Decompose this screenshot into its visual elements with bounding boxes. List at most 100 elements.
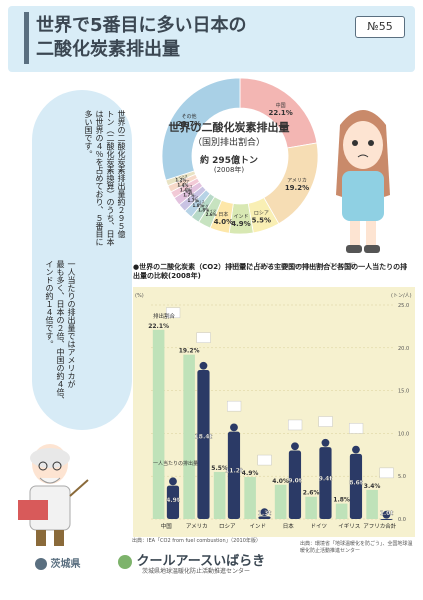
bar-chart: 0.0 5.0 10.0 15.0 20.0 25.0 (トン/人) (%) 22.1% 4.9t…: [133, 287, 415, 537]
pie-slice-name: アメリカ: [287, 178, 307, 184]
share-bar-label: 19.2%: [179, 348, 200, 355]
person-head: [260, 508, 269, 517]
share-bar: [183, 354, 195, 519]
globe-icon: [118, 554, 132, 569]
pie-slice-name: 中国: [276, 102, 286, 109]
footer-source: 出典：環境省「地球温暖化を防ごう」、全国地球温暖化防止活動推進センター: [300, 541, 413, 554]
footer-prefecture: 茨城県: [35, 555, 80, 570]
per-capita-label: 9.4t: [319, 476, 333, 483]
share-bar: [244, 477, 256, 519]
pie-source: 出典：IEA「CO2 from fuel combustion」（2010年版）: [230, 263, 359, 269]
person-body: [380, 518, 393, 520]
flag-icon: [379, 467, 394, 479]
person-body: [166, 485, 180, 519]
person-head: [199, 361, 208, 370]
pie-slice-name: その他: [182, 113, 197, 120]
person-head: [321, 438, 330, 447]
thinking-girl-illustration: [336, 110, 390, 253]
pie-chart: 中国22.1%アメリカ19.2%ロシア5.5%インド4.9%日本4.0%ドイツ2…: [161, 77, 319, 235]
share-bar: [366, 489, 378, 519]
share-bar-label: 4.0%: [272, 478, 289, 485]
intro-bubble: [32, 90, 132, 430]
category-label: ロシア: [219, 523, 236, 530]
pie-slice-name: メキシコ: [179, 185, 193, 189]
person-body: [319, 447, 332, 519]
pie-slice-value: 1.7%: [188, 198, 199, 203]
person-head: [352, 445, 360, 454]
header-accent-bar: [24, 12, 29, 64]
prefecture-name: 茨城県: [50, 559, 81, 570]
pie-slice-name: ロシア: [254, 210, 269, 216]
person-body: [227, 431, 241, 519]
pie-subtitle: （国別排出割合）: [192, 138, 265, 148]
pie-slice-value: 1.8%: [198, 207, 209, 212]
category-label: アメリカ: [186, 523, 208, 530]
share-bar: [274, 484, 287, 519]
flag-icon: [349, 423, 364, 434]
pie-slice-value: 29.7%: [177, 120, 201, 128]
pie-slice-value: 1.4%: [180, 188, 191, 193]
pie-slice-value: 22.1%: [269, 109, 293, 117]
per-capita-label: 8.6t: [349, 480, 363, 487]
pie-slice-value: 5.5%: [252, 216, 271, 224]
prefecture-logo-icon: [35, 558, 47, 570]
flag-icon: [196, 332, 211, 343]
y-tick-right: 0.0: [398, 517, 406, 523]
category-label: 中国: [161, 522, 173, 530]
per-capita-label: 1.3t: [258, 510, 272, 517]
pie-year: (2008年): [213, 166, 245, 174]
intro-col-5: 一人当たりの排出量ではアメリカが: [67, 260, 76, 388]
pie-slice-name: 日本: [218, 211, 228, 218]
right-unit-label: (トン/人): [391, 293, 412, 299]
intro-col-4: 多い国です。: [84, 110, 93, 158]
share-bar-label: 2.6%: [303, 490, 320, 497]
title-line-2: 二酸化炭素排出量: [36, 39, 180, 60]
brand-name: クールアースいばらき: [136, 554, 266, 569]
header-banner: 世界で5番目に多い日本の 二酸化炭素排出量 №55: [8, 6, 415, 72]
person-body: [258, 516, 271, 519]
person-head: [291, 442, 299, 451]
person-head: [230, 423, 238, 432]
person-body: [197, 370, 210, 519]
footer-brand: クールアースいばらき: [118, 550, 265, 569]
intro-col-7: インドの約１４倍です。: [45, 260, 54, 348]
share-bar-label: 3.4%: [364, 483, 381, 490]
pie-total: 約 295億トン: [200, 156, 258, 166]
share-bar: [305, 496, 317, 519]
category-label: インド: [249, 524, 266, 530]
bar-chart-title: ●世界の二酸化炭素（CO2）排出量に占める主要国の排出割合と各国の一人当たりの排…: [133, 263, 408, 280]
share-bar-label: 22.1%: [148, 323, 169, 330]
pie-slice-value: 1.4%: [177, 183, 188, 188]
category-label: イギリス: [338, 523, 360, 530]
pie-slice-name: イタリア: [176, 179, 190, 184]
per-capita-series-label: 一人当たりの排出量: [153, 460, 198, 467]
person-body: [349, 453, 363, 519]
left-unit-label: (%): [135, 293, 144, 299]
intro-col-1: 世界の二酸化炭素排出量約２９５億: [117, 110, 126, 238]
pie-slice-name: ドイツ: [206, 209, 217, 213]
flag-icon: [257, 454, 272, 466]
pie-slice-name: イギリス: [191, 199, 205, 204]
intro-col-6: 最も多く、日本の２倍、中国の約４倍、: [56, 260, 65, 404]
pie-slice-value: 2.6%: [206, 212, 217, 217]
intro-col-2: トン（二酸化炭素換算）のうち、日本: [106, 110, 115, 246]
pie-slice-value: 19.2%: [285, 184, 309, 192]
intro-col-3: は世界の４％を占めており、５番目に: [95, 110, 104, 246]
pie-slice-name: カナダ: [199, 203, 210, 208]
professor-illustration: [18, 444, 89, 546]
pie-title: 世界の二酸化炭素排出量: [168, 121, 290, 134]
per-capita-label: 18.4t: [195, 433, 213, 440]
pie-slice-value: 4.9%: [231, 220, 250, 228]
category-label: アフリカ合計: [363, 522, 397, 530]
per-capita-label: 11.2t: [225, 467, 243, 474]
pie-slice-name: インド: [233, 214, 248, 220]
category-label: ドイツ: [310, 524, 327, 530]
pie-slice-value: 1.7%: [183, 193, 194, 198]
y-tick-right: 10.0: [398, 431, 409, 437]
flag-icon: [227, 400, 242, 412]
category-label: 日本: [283, 522, 295, 530]
share-bar: [213, 471, 226, 519]
per-capita-label: 1.0t: [380, 510, 394, 517]
pie-slice-name: イラン: [188, 194, 199, 199]
flag-icon: [166, 307, 181, 319]
